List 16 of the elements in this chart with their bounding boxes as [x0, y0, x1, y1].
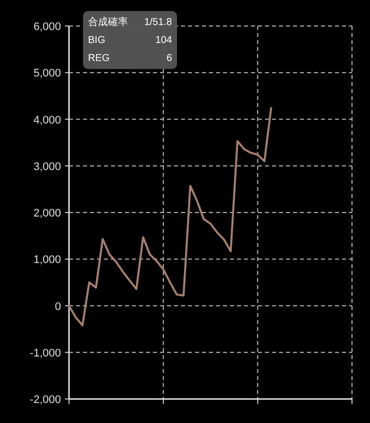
- y-tick-label: 4,000: [33, 114, 61, 126]
- y-tick-label: 6,000: [33, 21, 61, 33]
- y-tick-label: -1,000: [30, 347, 61, 360]
- y-tick-label: 1,000: [33, 254, 61, 266]
- y-tick-label: 0: [54, 300, 61, 313]
- y-tick-label: 3,000: [33, 160, 61, 173]
- annotation: 合成確率: [88, 16, 128, 28]
- annotation: 104: [155, 35, 172, 46]
- y-tick-label: 2,000: [33, 208, 61, 220]
- line-series: [68, 107, 272, 326]
- annotation: BIG: [88, 35, 106, 46]
- y-tick-label: -2,000: [30, 394, 61, 406]
- y-tick-label: 5,000: [33, 68, 61, 80]
- annotation: 1/51.8: [144, 17, 172, 28]
- annotation: REG: [88, 53, 110, 64]
- annotation: 6: [166, 53, 172, 64]
